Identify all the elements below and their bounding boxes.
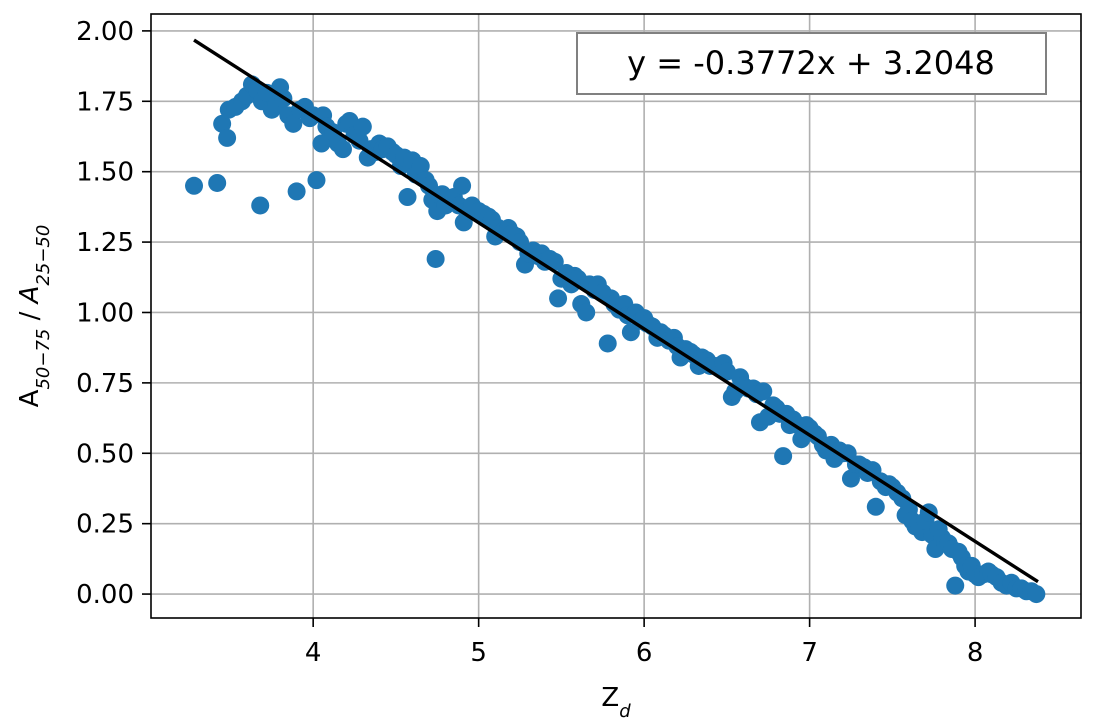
equation-box: y = -0.3772x + 3.2048 xyxy=(576,32,1047,95)
x-tick-label: 4 xyxy=(305,638,322,668)
x-axis-label: Zd xyxy=(601,683,631,722)
data-point xyxy=(946,576,965,595)
data-point xyxy=(420,176,439,195)
x-tick-label: 8 xyxy=(967,638,984,668)
plot-frame xyxy=(150,13,1082,619)
y-tick-label: 1.50 xyxy=(76,158,134,188)
y-tick-label: 0.00 xyxy=(76,580,134,610)
data-point xyxy=(549,289,568,308)
grid xyxy=(151,14,1081,618)
data-point xyxy=(398,188,417,207)
data-point xyxy=(353,117,372,136)
data-point xyxy=(1027,585,1046,604)
data-point xyxy=(577,303,596,322)
data-point xyxy=(866,497,885,516)
y-tick-label: 0.75 xyxy=(76,369,134,399)
x-tick-label: 5 xyxy=(470,638,487,668)
data-point xyxy=(774,447,793,466)
y-tick-label: 1.75 xyxy=(76,87,134,117)
data-point xyxy=(598,334,617,353)
data-points xyxy=(185,75,1046,604)
y-tick-label: 0.50 xyxy=(76,439,134,469)
data-point xyxy=(307,171,326,190)
axis-ticks: 4 5 6 7 8 0.00 0.25 0.50 0.75 1.00 1.25 1.50 1.75 2.0… xyxy=(76,17,983,668)
equation-box-frame xyxy=(576,32,1047,95)
y-tick-label: 1.00 xyxy=(76,298,134,328)
data-point xyxy=(284,114,303,133)
x-tick-label: 6 xyxy=(636,638,653,668)
data-point xyxy=(251,196,270,215)
y-tick-label: 1.25 xyxy=(76,228,134,258)
data-point xyxy=(213,114,232,133)
y-tick-label: 0.25 xyxy=(76,510,134,540)
data-point xyxy=(333,140,352,159)
data-point xyxy=(453,176,472,195)
y-axis-label: A50−75 / A25−50 xyxy=(15,225,54,408)
y-tick-label: 2.00 xyxy=(76,17,134,47)
data-point xyxy=(411,157,430,176)
data-point xyxy=(287,182,306,201)
data-point xyxy=(185,176,204,195)
fit-line-layer xyxy=(193,38,1039,584)
fit-line xyxy=(193,38,1039,584)
data-point xyxy=(754,382,773,401)
data-point xyxy=(218,128,237,147)
data-point xyxy=(841,469,860,488)
x-tick-label: 7 xyxy=(801,638,818,668)
data-point xyxy=(426,249,445,268)
fit-equation: y = -0.3772x + 3.2048 xyxy=(627,44,995,82)
data-point xyxy=(545,252,564,271)
data-point xyxy=(208,173,227,192)
